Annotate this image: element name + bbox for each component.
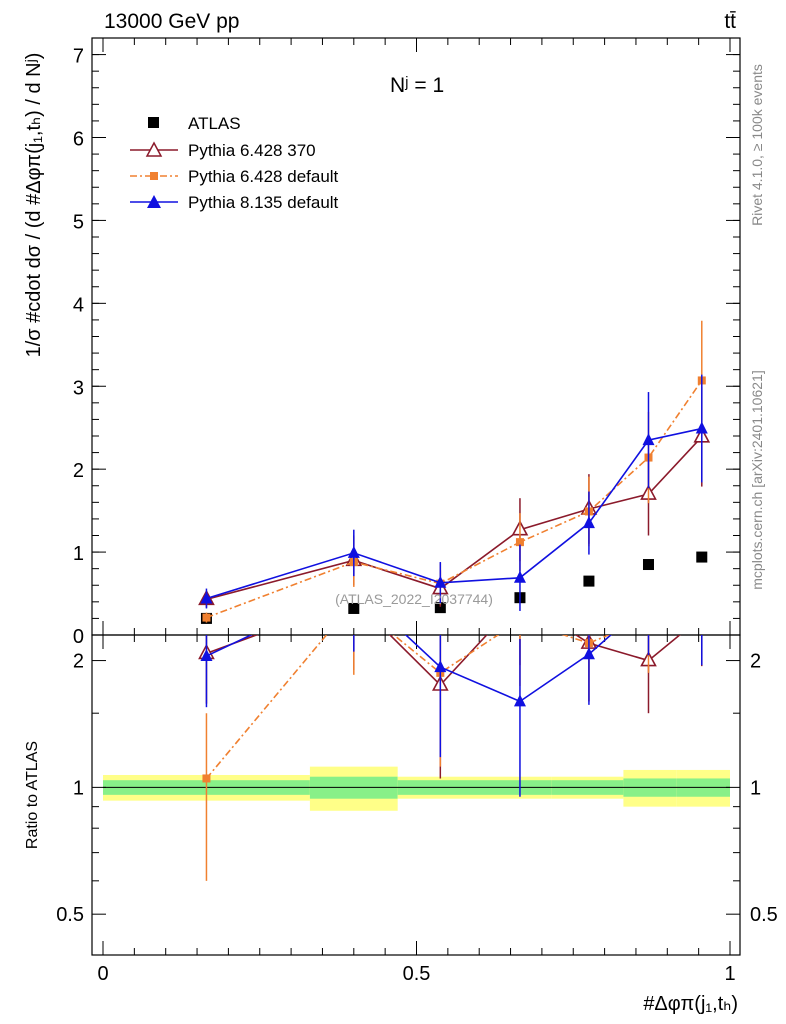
legend-atlas-label: ATLAS bbox=[188, 114, 241, 133]
main-point-pythia-6-428-default bbox=[202, 613, 211, 622]
ratio-point-pythia-6-428-370 bbox=[695, 609, 709, 622]
main-point-pythia-8-135-default bbox=[695, 421, 708, 434]
legend-py6-370-label: Pythia 6.428 370 bbox=[188, 141, 316, 160]
ratio-point-pythia-6-428-default bbox=[516, 616, 524, 624]
ratio-y-tick-label-right: 1 bbox=[750, 777, 761, 799]
main-point-pythia-8-135-default bbox=[347, 545, 360, 558]
analysis-watermark: (ATLAS_2022_I2037744) bbox=[335, 591, 493, 607]
x-axis-title: #Δφπ(j₁,tₕ) bbox=[643, 993, 738, 1015]
njet-label: Nʲ = 1 bbox=[390, 74, 444, 97]
ratio-point-pythia-6-428-default bbox=[644, 614, 652, 622]
ratio-point-pythia-8-135-default bbox=[434, 660, 447, 673]
x-tick-label: 0 bbox=[97, 963, 108, 985]
ratio-y-tick-label-right: 2 bbox=[750, 651, 761, 673]
energy-label: 13000 GeV pp bbox=[104, 10, 239, 33]
process-label: tt̄ bbox=[724, 10, 736, 33]
axes: 0 1 2 3 4 5 6 7 0.5 0.5 1 1 2 2 0 0.5 1 bbox=[56, 37, 778, 985]
ratio-point-pythia-8-135-default bbox=[642, 595, 654, 607]
main-y-tick-label: 6 bbox=[73, 129, 84, 151]
main-line-pythia-8-135-default bbox=[206, 427, 702, 600]
main-point-atlas bbox=[696, 551, 708, 563]
main-point-pythia-8-135-default bbox=[434, 575, 447, 588]
legend-py6-default-marker bbox=[150, 172, 158, 180]
main-point-pythia-8-135-default bbox=[582, 516, 595, 529]
main-point-pythia-8-135-default bbox=[200, 591, 213, 604]
ratio-y-tick-label-right: 0.5 bbox=[750, 904, 778, 926]
legend-py6-370-marker bbox=[145, 141, 163, 157]
x-tick-label: 1 bbox=[724, 963, 735, 985]
ratio-point-pythia-8-135-default bbox=[200, 649, 213, 662]
main-y-tick-label: 1 bbox=[73, 543, 84, 565]
legend-py8-marker bbox=[147, 195, 161, 208]
main-point-atlas bbox=[583, 575, 595, 587]
legend-py8-label: Pythia 8.135 default bbox=[188, 193, 339, 212]
data-series bbox=[198, 320, 711, 881]
main-y-tick-label: 7 bbox=[73, 46, 84, 68]
legend-py6-default-label: Pythia 6.428 default bbox=[188, 167, 339, 186]
main-series-pythia-8-135-default bbox=[200, 374, 708, 611]
main-y-axis-title: 1/σ #cdot dσ / (d #Δφπ(j₁,tₕ) / d Nʲ) bbox=[23, 53, 45, 358]
main-series-pythia-6-428-default bbox=[202, 320, 706, 623]
main-y-tick-label: 4 bbox=[73, 294, 84, 316]
ratio-line-pythia-6-428-370 bbox=[206, 635, 681, 687]
main-point-pythia-8-135-default bbox=[642, 433, 655, 446]
ratio-y-tick-label: 2 bbox=[73, 651, 84, 673]
ratio-series-pythia-6-428-default bbox=[202, 567, 706, 881]
ratio-uncertainty-bands bbox=[103, 766, 730, 811]
mcplots-label: mcplots.cern.ch [arXiv:2401.10621] bbox=[749, 370, 765, 589]
ratio-point-pythia-6-428-default bbox=[698, 567, 706, 575]
main-point-pythia-6-428-default bbox=[515, 538, 524, 547]
legend-atlas-marker bbox=[148, 117, 159, 128]
ratio-y-tick-label: 1 bbox=[73, 777, 84, 799]
legend: ATLAS Pythia 6.428 370 Pythia 6.428 defa… bbox=[130, 114, 339, 212]
ratio-point-pythia-8-135-default bbox=[513, 694, 526, 707]
ratio-series-pythia-8-135-default bbox=[200, 595, 708, 797]
main-y-tick-label: 3 bbox=[73, 377, 84, 399]
main-series-pythia-6-428-370 bbox=[198, 387, 711, 608]
main-point-atlas bbox=[434, 602, 446, 614]
main-point-atlas bbox=[642, 559, 654, 571]
main-y-tick-label: 2 bbox=[73, 460, 84, 482]
main-y-tick-label: 0 bbox=[73, 626, 84, 648]
rivet-version-label: Rivet 4.1.0, ≥ 100k events bbox=[749, 64, 765, 226]
ratio-y-axis-title: Ratio to ATLAS bbox=[24, 741, 41, 849]
main-y-tick-label: 5 bbox=[73, 211, 84, 233]
ratio-point-pythia-6-428-default bbox=[202, 774, 211, 783]
ratio-y-tick-label: 0.5 bbox=[56, 904, 84, 926]
x-tick-label: 0.5 bbox=[403, 963, 431, 985]
main-point-pythia-8-135-default bbox=[513, 570, 526, 583]
ratio-point-pythia-8-135-default bbox=[582, 647, 595, 660]
ratio-point-pythia-8-135-default bbox=[696, 602, 708, 614]
main-point-atlas bbox=[348, 602, 360, 614]
main-series-atlas bbox=[200, 551, 708, 624]
